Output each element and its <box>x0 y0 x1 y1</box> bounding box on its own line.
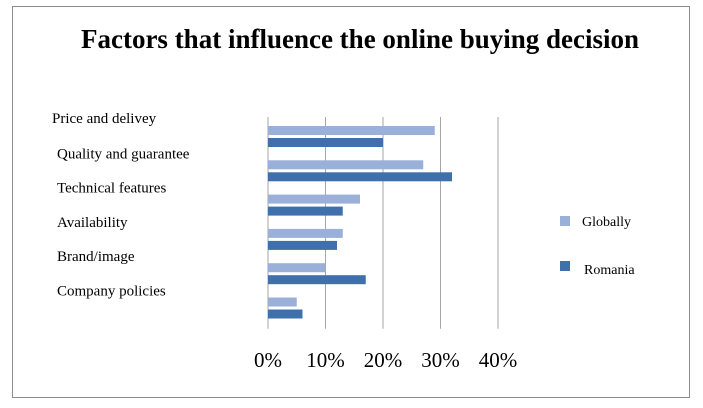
chart-title: Factors that influence the online buying… <box>80 24 640 54</box>
legend: Globally Romania <box>560 215 635 278</box>
bar-globally-2 <box>268 160 424 170</box>
x-tick-labels: 0% 10% 20% 30% 40% <box>254 348 517 372</box>
category-label: Technical features <box>57 181 166 197</box>
bar-romania-5 <box>268 275 366 285</box>
category-labels: Price and delivey Quality and guarantee Te… <box>52 111 190 300</box>
legend-swatch-globally <box>560 216 570 226</box>
category-label: Price and delivey <box>52 111 157 127</box>
x-tick-label: 40% <box>479 348 518 372</box>
bar-globally-6 <box>268 297 297 307</box>
bar-romania-1 <box>268 138 383 147</box>
bar-globally-5 <box>268 263 326 273</box>
bar-globally-1 <box>268 126 435 135</box>
grid-lines <box>267 117 499 329</box>
bars <box>268 126 452 319</box>
bar-romania-3 <box>268 206 343 216</box>
category-label: Brand/image <box>57 249 135 265</box>
category-label: Company policies <box>57 284 166 300</box>
bar-globally-3 <box>268 194 360 204</box>
category-label: Availability <box>57 215 128 231</box>
legend-label-globally: Globally <box>582 215 631 230</box>
x-tick-label: 30% <box>421 348 460 372</box>
x-tick-label: 20% <box>364 348 403 372</box>
legend-swatch-romania <box>560 261 570 271</box>
x-tick-label: 10% <box>306 348 345 372</box>
bar-romania-4 <box>268 240 337 250</box>
legend-label-romania: Romania <box>584 263 635 278</box>
category-label: Quality and guarantee <box>57 146 190 162</box>
bar-romania-6 <box>268 309 303 319</box>
x-tick-label: 0% <box>254 348 282 372</box>
bar-globally-4 <box>268 228 343 238</box>
bar-romania-2 <box>268 172 452 182</box>
